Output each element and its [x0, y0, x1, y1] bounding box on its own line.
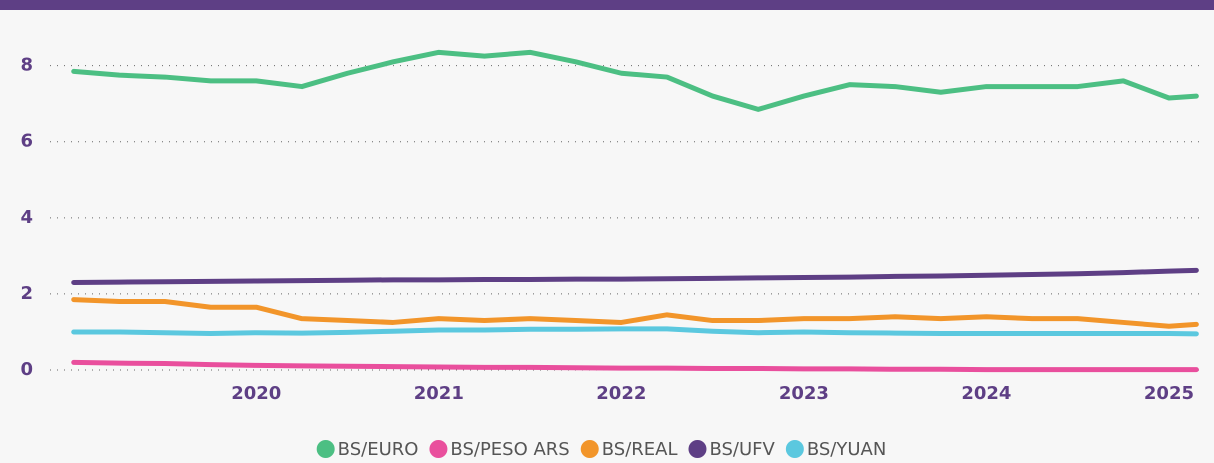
- legend-label: BS/PESO ARS: [450, 439, 569, 460]
- legend-marker: [316, 440, 335, 458]
- series-line: [71, 297, 1199, 329]
- x-tick-label: 2020: [231, 383, 281, 404]
- x-tick-label: 2025: [1144, 383, 1194, 404]
- legend-label: BS/UFV: [709, 439, 775, 460]
- legend-marker: [580, 440, 599, 458]
- legend-marker: [688, 440, 707, 458]
- y-tick-label: 6: [20, 131, 33, 152]
- x-tick-label: 2022: [596, 383, 646, 404]
- y-tick-label: 4: [20, 207, 33, 228]
- x-tick-label: 2024: [961, 383, 1011, 404]
- y-tick-label: 2: [20, 283, 33, 304]
- series-line: [71, 326, 1199, 337]
- x-tick-label: 2023: [779, 383, 829, 404]
- series-line: [71, 49, 1199, 112]
- y-tick-label: 8: [20, 55, 33, 76]
- legend-label: BS/REAL: [602, 439, 678, 460]
- legend-label: BS/EURO: [338, 439, 419, 460]
- series-line: [71, 359, 1199, 373]
- legend-marker: [429, 440, 448, 458]
- top-bar: [0, 0, 1214, 10]
- legend-marker: [785, 440, 804, 458]
- x-tick-label: 2021: [414, 383, 464, 404]
- y-tick-label: 0: [20, 359, 33, 380]
- legend-label: BS/YUAN: [807, 439, 886, 460]
- series-line: [71, 267, 1199, 285]
